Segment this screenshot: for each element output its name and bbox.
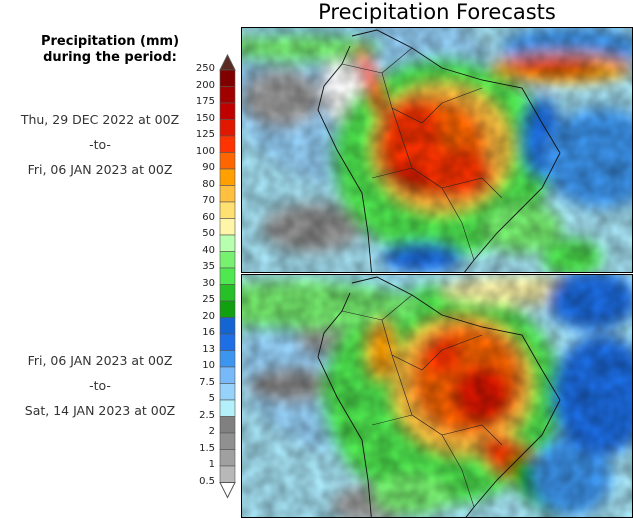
period-1-start: Thu, 29 DEC 2022 at 00Z (20, 112, 180, 127)
colorbar-bin (219, 399, 236, 417)
period-2-end: Sat, 14 JAN 2023 at 00Z (24, 403, 176, 418)
legend-title-line2: during the period: (43, 50, 177, 65)
colorbar-bin (219, 267, 236, 285)
period-1-separator: -to- (89, 137, 111, 152)
country-borders (341, 294, 503, 508)
colorbar-bin (219, 168, 236, 186)
colorbar-tick-label: 90 (202, 162, 215, 173)
colorbar (219, 53, 236, 499)
period-1-end: Fri, 06 JAN 2023 at 00Z (27, 162, 173, 177)
colorbar-bin (219, 185, 236, 203)
colorbar-under-arrow (219, 482, 236, 499)
colorbar-tick-label: 25 (202, 294, 215, 305)
colorbar-bin (219, 300, 236, 318)
colorbar-bin (219, 251, 236, 269)
period-2-label: Fri, 06 JAN 2023 at 00Z -to- Sat, 14 JAN… (0, 348, 200, 423)
colorbar-tick-label: 80 (202, 178, 215, 190)
colorbar-tick-label: 1 (208, 459, 215, 470)
period-1-label: Thu, 29 DEC 2022 at 00Z -to- Fri, 06 JAN… (0, 107, 200, 182)
colorbar-bin (219, 465, 236, 483)
colorbar-bin (219, 416, 236, 434)
colorbar-tick-label: 5 (208, 393, 215, 404)
colorbar-bin (219, 152, 236, 170)
colorbar-tick-label: 16 (202, 327, 215, 338)
colorbar-tick-label: 40 (202, 244, 215, 256)
colorbar-tick-label: 100 (195, 145, 215, 157)
map-panel-period-1 (241, 27, 633, 273)
colorbar-bin (219, 383, 236, 401)
legend-title: Precipitation (mm) during the period: (10, 34, 210, 66)
period-2-start: Fri, 06 JAN 2023 at 00Z (27, 353, 173, 368)
colorbar-tick-label: 150 (195, 112, 215, 124)
colorbar-bin (219, 432, 236, 450)
colorbar-bin (219, 333, 236, 351)
texture-overlay (242, 28, 632, 272)
colorbar-bin (219, 69, 236, 87)
colorbar-tick-label: 200 (195, 79, 215, 91)
colorbar-tick-label: 7.5 (199, 376, 215, 388)
colorbar-tick-label: 250 (195, 63, 215, 74)
colorbar-tick-label: 125 (195, 129, 215, 140)
colorbar-tick-label: 1.5 (199, 442, 215, 454)
colorbar-tick-label: 175 (195, 96, 215, 107)
colorbar-bin (219, 234, 236, 252)
colorbar-bin (219, 284, 236, 302)
colorbar-bin (219, 119, 236, 137)
colorbar-bin (219, 366, 236, 384)
colorbar-tick-label: 2 (208, 426, 215, 437)
colorbar-bin (219, 317, 236, 335)
country-borders (341, 47, 503, 261)
colorbar-tick-label: 70 (202, 195, 215, 206)
colorbar-tick-label: 10 (202, 360, 215, 371)
colorbar-bin (219, 350, 236, 368)
colorbar-bin (219, 449, 236, 467)
colorbar-tick-label: 0.5 (199, 475, 215, 487)
map-panel-period-2 (241, 274, 633, 518)
colorbar-bin (219, 86, 236, 104)
colorbar-tick-label: 13 (202, 343, 215, 355)
colorbar-tick-label: 30 (202, 277, 215, 289)
figure-title: Precipitation Forecasts (318, 0, 556, 24)
colorbar-tick-label: 2.5 (199, 409, 215, 421)
legend-title-line1: Precipitation (mm) (40, 34, 180, 49)
colorbar-bin (219, 102, 236, 120)
colorbar-bin (219, 218, 236, 236)
colorbar-tick-label: 50 (202, 228, 215, 239)
colorbar-tick-label: 20 (202, 310, 215, 322)
colorbar-tick-label: 35 (202, 261, 215, 272)
period-2-separator: -to- (89, 378, 111, 393)
colorbar-bin (219, 135, 236, 153)
colorbar-bin (219, 201, 236, 219)
colorbar-tick-label: 60 (202, 211, 215, 223)
colorbar-over-arrow (219, 53, 236, 71)
texture-overlay (242, 275, 632, 517)
